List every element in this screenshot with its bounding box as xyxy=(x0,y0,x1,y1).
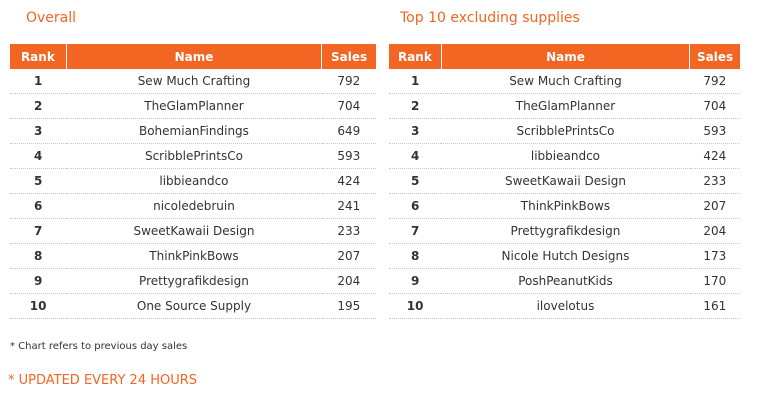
name-cell: SweetKawaii Design xyxy=(441,168,690,194)
table-row: 9 Prettygrafikdesign 204 xyxy=(10,268,376,294)
sales-cell: 233 xyxy=(321,218,376,244)
rank-cell: 6 xyxy=(10,193,67,219)
sales-cell: 173 xyxy=(689,243,740,269)
table-header-row: Rank Name Sales xyxy=(10,44,376,69)
sales-cell: 424 xyxy=(689,143,740,169)
name-cell: Sew Much Crafting xyxy=(441,69,690,94)
sales-cell: 704 xyxy=(321,93,376,119)
sales-cell: 704 xyxy=(689,93,740,119)
rank-cell: 2 xyxy=(10,93,67,119)
update-notice: * UPDATED EVERY 24 HOURS xyxy=(8,373,198,388)
table-row: 6 nicoledebruin 241 xyxy=(10,193,376,219)
name-cell: Prettygrafikdesign xyxy=(441,218,690,244)
rank-cell: 4 xyxy=(389,143,442,169)
sales-cell: 195 xyxy=(321,293,376,319)
name-cell: ilovelotus xyxy=(441,293,690,319)
sales-column-header: Sales xyxy=(689,44,740,69)
rank-cell: 2 xyxy=(389,93,442,119)
table-row: 8 Nicole Hutch Designs 173 xyxy=(389,243,740,269)
rank-cell: 3 xyxy=(10,118,67,144)
rank-cell: 4 xyxy=(10,143,67,169)
name-column-header: Name xyxy=(441,44,691,69)
rank-cell: 8 xyxy=(10,243,67,269)
sales-cell: 161 xyxy=(689,293,740,319)
rank-cell: 10 xyxy=(10,293,67,319)
sales-cell: 241 xyxy=(321,193,376,219)
rank-cell: 8 xyxy=(389,243,442,269)
sales-cell: 170 xyxy=(689,268,740,294)
rank-column-header: Rank xyxy=(10,44,67,69)
name-cell: Sew Much Crafting xyxy=(66,69,322,94)
table-row: 9 PoshPeanutKids 170 xyxy=(389,268,740,294)
table-row: 5 SweetKawaii Design 233 xyxy=(389,168,740,194)
name-cell: SweetKawaii Design xyxy=(66,218,322,244)
sales-cell: 792 xyxy=(321,69,376,94)
sales-cell: 233 xyxy=(689,168,740,194)
footnote: * Chart refers to previous day sales xyxy=(10,341,188,352)
name-cell: ThinkPinkBows xyxy=(441,193,690,219)
rank-cell: 1 xyxy=(389,69,442,94)
table-row: 4 ScribblePrintsCo 593 xyxy=(10,143,376,169)
name-cell: TheGlamPlanner xyxy=(66,93,322,119)
sales-cell: 792 xyxy=(689,69,740,94)
name-cell: Prettygrafikdesign xyxy=(66,268,322,294)
rank-cell: 10 xyxy=(389,293,442,319)
sales-cell: 424 xyxy=(321,168,376,194)
name-cell: ThinkPinkBows xyxy=(66,243,322,269)
name-cell: PoshPeanutKids xyxy=(441,268,690,294)
name-cell: libbieandco xyxy=(441,143,690,169)
sales-cell: 207 xyxy=(321,243,376,269)
rank-cell: 3 xyxy=(389,118,442,144)
sales-cell: 204 xyxy=(689,218,740,244)
name-cell: libbieandco xyxy=(66,168,322,194)
table-row: 3 BohemianFindings 649 xyxy=(10,118,376,144)
table-row: 2 TheGlamPlanner 704 xyxy=(10,93,376,119)
overall-table-body: 1 Sew Much Crafting 792 2 TheGlamPlanner 704 3… xyxy=(10,69,376,319)
sales-cell: 649 xyxy=(321,118,376,144)
rank-cell: 9 xyxy=(10,268,67,294)
table-row: 6 ThinkPinkBows 207 xyxy=(389,193,740,219)
name-cell: One Source Supply xyxy=(66,293,322,319)
table-row: 4 libbieandco 424 xyxy=(389,143,740,169)
sales-cell: 593 xyxy=(321,143,376,169)
rank-cell: 7 xyxy=(389,218,442,244)
rank-cell: 9 xyxy=(389,268,442,294)
table-row: 7 SweetKawaii Design 233 xyxy=(10,218,376,244)
rank-cell: 5 xyxy=(10,168,67,194)
name-cell: nicoledebruin xyxy=(66,193,322,219)
table-row: 1 Sew Much Crafting 792 xyxy=(389,69,740,94)
sales-cell: 207 xyxy=(689,193,740,219)
table-row: 3 ScribblePrintsCo 593 xyxy=(389,118,740,144)
table-row: 8 ThinkPinkBows 207 xyxy=(10,243,376,269)
sales-column-header: Sales xyxy=(321,44,376,69)
table-row: 10 One Source Supply 195 xyxy=(10,293,376,319)
table-row: 2 TheGlamPlanner 704 xyxy=(389,93,740,119)
rank-cell: 7 xyxy=(10,218,67,244)
excluding-supplies-table: Rank Name Sales 1 Sew Much Crafting 792 2 Th… xyxy=(389,44,740,319)
table-row: 10 ilovelotus 161 xyxy=(389,293,740,319)
excluding-supplies-table-body: 1 Sew Much Crafting 792 2 TheGlamPlanner 704 3… xyxy=(389,69,740,319)
table-row: 5 libbieandco 424 xyxy=(10,168,376,194)
name-cell: TheGlamPlanner xyxy=(441,93,690,119)
name-cell: Nicole Hutch Designs xyxy=(441,243,690,269)
rank-cell: 1 xyxy=(10,69,67,94)
name-cell: ScribblePrintsCo xyxy=(441,118,690,144)
name-cell: ScribblePrintsCo xyxy=(66,143,322,169)
rank-cell: 5 xyxy=(389,168,442,194)
sales-cell: 204 xyxy=(321,268,376,294)
excluding-supplies-title: Top 10 excluding supplies xyxy=(400,10,580,26)
overall-table: Rank Name Sales 1 Sew Much Crafting 792 2 Th… xyxy=(10,44,376,319)
table-header-row: Rank Name Sales xyxy=(389,44,740,69)
sales-cell: 593 xyxy=(689,118,740,144)
name-cell: BohemianFindings xyxy=(66,118,322,144)
table-row: 7 Prettygrafikdesign 204 xyxy=(389,218,740,244)
table-row: 1 Sew Much Crafting 792 xyxy=(10,69,376,94)
rank-cell: 6 xyxy=(389,193,442,219)
overall-title: Overall xyxy=(26,10,77,26)
name-column-header: Name xyxy=(66,44,323,69)
rank-column-header: Rank xyxy=(389,44,442,69)
